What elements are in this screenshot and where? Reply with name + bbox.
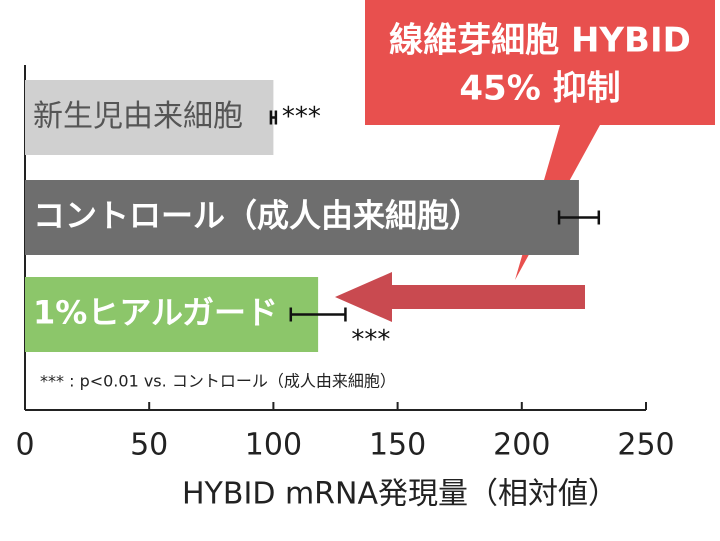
x-tick-label: 250 bbox=[617, 428, 674, 463]
x-tick-label: 200 bbox=[493, 428, 550, 463]
error-bar bbox=[289, 307, 347, 322]
callout-text: 線維芽細胞 HYBID bbox=[389, 21, 691, 61]
significance-label: *** bbox=[351, 325, 390, 355]
callout-box bbox=[365, 0, 715, 280]
x-tick-label: 150 bbox=[369, 428, 426, 463]
footnote: *** : p<0.01 vs. コントロール（成人由来細胞） bbox=[40, 372, 396, 391]
bar bbox=[25, 80, 274, 155]
x-tick-label: 100 bbox=[245, 428, 302, 463]
x-tick-label: 0 bbox=[15, 428, 34, 463]
significance-label: *** bbox=[282, 102, 321, 132]
error-bar bbox=[557, 210, 601, 225]
bar bbox=[25, 180, 579, 255]
x-tick-label: 50 bbox=[130, 428, 168, 463]
callout-text: 45% 抑制 bbox=[459, 69, 620, 109]
x-axis-title: HYBID mRNA発現量（相対値） bbox=[182, 477, 618, 512]
bar-label: コントロール（成人由来細胞） bbox=[33, 197, 481, 235]
bar-label: 新生児由来細胞 bbox=[33, 99, 243, 134]
bar bbox=[25, 277, 319, 352]
arrow bbox=[335, 272, 585, 322]
error-bar bbox=[269, 110, 278, 125]
bar-label: 1%ヒアルガード bbox=[33, 294, 278, 332]
